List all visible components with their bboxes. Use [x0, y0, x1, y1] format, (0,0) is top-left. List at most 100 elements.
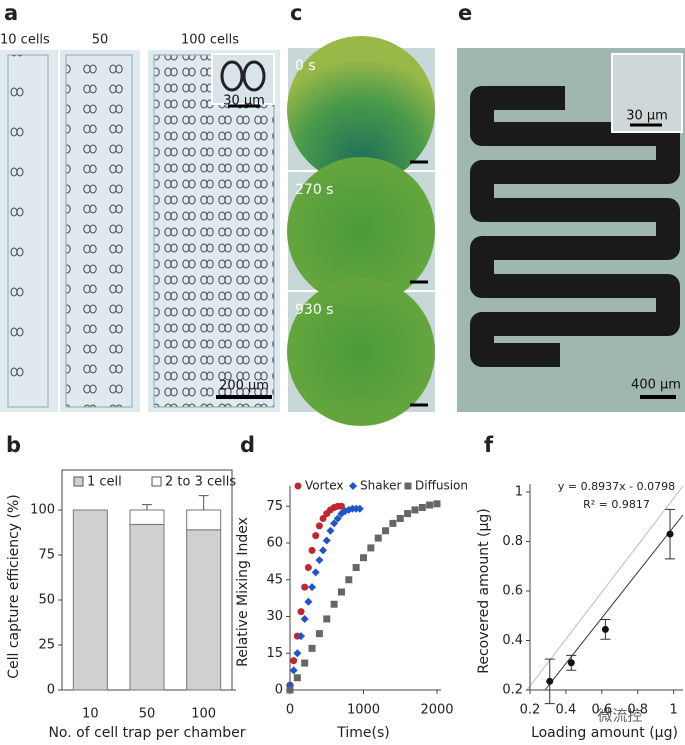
- marker: [308, 583, 317, 592]
- x-tick-label: 0.6: [591, 703, 612, 718]
- panel-a-image: [0, 50, 280, 412]
- marker: [315, 556, 324, 565]
- x-axis-label: Loading amount (µg): [531, 725, 678, 741]
- x-tick-label: 1000: [347, 703, 380, 718]
- image-label: 100 cells: [181, 33, 239, 48]
- marker: [345, 576, 353, 584]
- x-tick-label: 100: [191, 707, 216, 722]
- x-axis-label: No. of cell trap per chamber: [48, 725, 245, 741]
- marker: [367, 544, 375, 552]
- marker: [319, 546, 328, 555]
- x-tick-label: 0.2: [520, 703, 541, 718]
- panel-letter: d: [240, 433, 255, 457]
- legend-swatch: [151, 476, 162, 487]
- panel-e-image: [457, 48, 685, 412]
- marker: [308, 644, 316, 652]
- marker: [374, 534, 382, 542]
- y-tick-label: 75: [38, 548, 55, 563]
- legend-label: 2 to 3 cells: [165, 475, 236, 490]
- marker: [293, 649, 302, 658]
- y-tick-label: 50: [38, 593, 55, 608]
- marker: [315, 630, 323, 638]
- image-label: 50: [92, 33, 109, 48]
- marker: [304, 564, 312, 571]
- marker: [404, 510, 412, 518]
- marker: [290, 657, 298, 665]
- time-label: 0 s: [295, 58, 316, 74]
- scale-label: 200 µm: [219, 379, 269, 394]
- marker: [304, 597, 313, 606]
- scale-label: 30 µm: [626, 109, 668, 124]
- bar-segment: [186, 509, 222, 531]
- x-axis-label: Time(s): [336, 725, 389, 741]
- marker: [319, 515, 327, 522]
- marker: [301, 659, 309, 667]
- y-axis-label: Relative Mixing Index: [235, 517, 251, 667]
- panel-letter: f: [484, 433, 494, 457]
- marker: [315, 522, 323, 530]
- panel-letter: b: [6, 433, 21, 457]
- marker: [433, 500, 441, 508]
- y-tick-label: 60: [266, 536, 283, 551]
- panel-c-image: [287, 36, 435, 426]
- fit-reference-line: [526, 485, 684, 691]
- bar-segment: [129, 509, 165, 525]
- legend-swatch: [73, 476, 84, 487]
- marker: [308, 546, 316, 554]
- x-tick-label: 10: [82, 707, 99, 722]
- x-tick-label: 0: [286, 703, 294, 718]
- annotation: R² = 0.9817: [583, 498, 650, 511]
- marker: [426, 501, 434, 509]
- fit-line: [544, 514, 684, 691]
- marker: [293, 674, 301, 682]
- x-tick-label: 0.4: [556, 703, 577, 718]
- legend-label: Diffusion: [415, 479, 468, 493]
- y-tick-label: 0.8: [502, 534, 523, 549]
- y-tick-label: 0: [275, 683, 283, 698]
- y-axis-label: Cell capture efficiency (%): [6, 494, 22, 679]
- marker: [326, 526, 335, 535]
- marker: [355, 504, 364, 513]
- y-tick-label: 0: [47, 683, 55, 698]
- marker: [301, 583, 309, 591]
- x-tick-label: 50: [139, 707, 156, 722]
- watermark: 微流控: [597, 707, 642, 725]
- y-tick-label: 25: [38, 638, 55, 653]
- marker: [294, 482, 302, 490]
- marker: [389, 519, 397, 527]
- annotation: y = 0.8937x - 0.0798: [558, 480, 675, 493]
- marker: [300, 614, 309, 623]
- y-tick-label: 75: [266, 499, 283, 514]
- marker: [601, 625, 609, 633]
- marker: [312, 532, 320, 540]
- marker: [546, 677, 554, 685]
- marker: [360, 554, 367, 562]
- x-tick-label: 2000: [420, 703, 453, 718]
- marker: [411, 506, 419, 514]
- y-tick-label: 1: [515, 485, 523, 500]
- scale-label: 400 µm: [631, 378, 681, 393]
- marker: [330, 600, 338, 608]
- marker: [289, 666, 298, 675]
- marker: [286, 686, 294, 694]
- panel-letter: a: [4, 1, 18, 25]
- marker: [333, 514, 342, 523]
- marker: [330, 519, 339, 528]
- marker: [337, 588, 345, 596]
- legend-label: 1 cell: [87, 475, 122, 490]
- image-label: 10 cells: [0, 33, 50, 48]
- bar-segment: [186, 529, 222, 691]
- marker: [396, 515, 404, 522]
- scale-label: 30 µm: [223, 94, 265, 109]
- marker: [322, 536, 331, 545]
- x-tick-label: 1: [669, 703, 677, 718]
- y-tick-label: 100: [30, 503, 55, 518]
- marker: [418, 503, 426, 511]
- bar-segment: [129, 523, 165, 691]
- marker: [323, 615, 331, 623]
- marker: [567, 659, 575, 667]
- marker: [337, 502, 345, 510]
- x-tick-label: 0.8: [627, 703, 648, 718]
